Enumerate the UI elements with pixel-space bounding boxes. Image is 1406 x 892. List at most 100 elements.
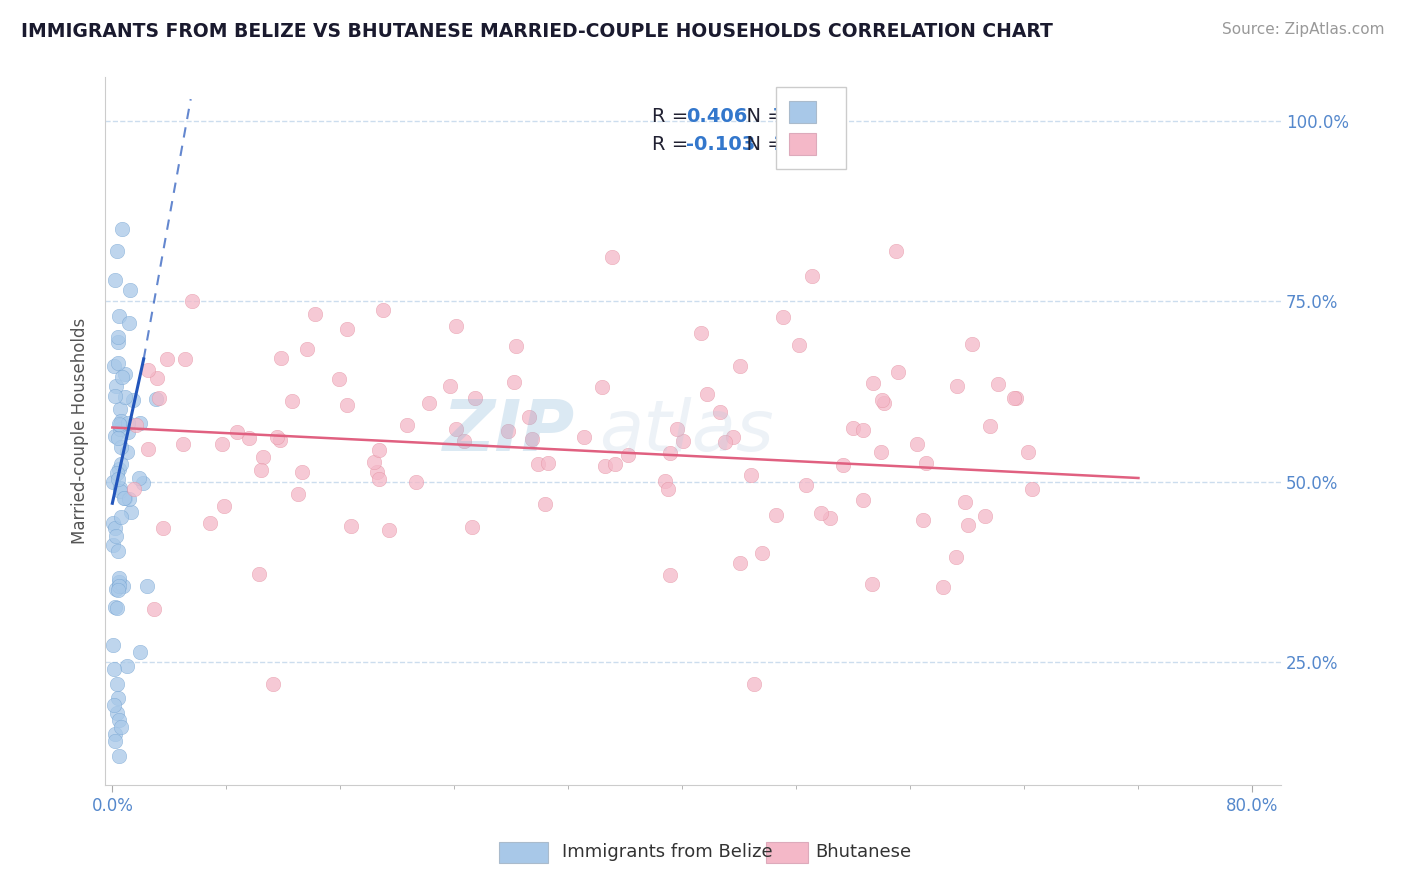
- Point: [517, 409, 540, 424]
- Point: [269, 433, 291, 447]
- Point: [105, 706, 128, 720]
- Point: [945, 550, 967, 565]
- Point: [120, 505, 142, 519]
- Point: [373, 303, 395, 318]
- Text: atlas: atlas: [599, 397, 773, 466]
- Point: [818, 510, 841, 524]
- Point: [728, 556, 751, 570]
- Point: [657, 483, 679, 497]
- Point: [591, 380, 613, 394]
- Point: [103, 475, 125, 489]
- Point: [104, 272, 127, 286]
- Point: [987, 377, 1010, 392]
- Point: [104, 521, 127, 535]
- Point: [107, 355, 129, 369]
- Point: [108, 417, 131, 432]
- Point: [666, 422, 689, 436]
- Legend: , : ,: [776, 87, 845, 169]
- Point: [108, 748, 131, 763]
- Point: [152, 521, 174, 535]
- Point: [114, 491, 136, 505]
- Point: [574, 430, 596, 444]
- Point: [122, 392, 145, 407]
- Point: [689, 326, 711, 340]
- Point: [603, 457, 626, 471]
- Point: [721, 430, 744, 444]
- Point: [173, 352, 195, 367]
- Point: [108, 461, 131, 475]
- Point: [110, 401, 132, 416]
- Point: [252, 450, 274, 464]
- Point: [453, 434, 475, 449]
- Point: [110, 457, 132, 471]
- Point: [225, 425, 247, 439]
- Point: [110, 510, 132, 524]
- Point: [266, 430, 288, 444]
- Text: 70: 70: [773, 107, 800, 126]
- Point: [884, 244, 907, 258]
- Point: [617, 448, 640, 462]
- Point: [1021, 482, 1043, 496]
- Point: [105, 244, 128, 258]
- Point: [108, 309, 131, 323]
- Point: [742, 676, 765, 690]
- Point: [659, 568, 682, 582]
- Point: [654, 474, 676, 488]
- Point: [172, 437, 194, 451]
- Point: [249, 566, 271, 581]
- Point: [505, 339, 527, 353]
- Point: [870, 393, 893, 408]
- Point: [460, 520, 482, 534]
- Point: [104, 734, 127, 748]
- Point: [852, 423, 875, 437]
- Point: [118, 283, 141, 297]
- Point: [291, 466, 314, 480]
- Point: [101, 516, 124, 530]
- Point: [107, 544, 129, 558]
- Point: [270, 351, 292, 366]
- Point: [696, 387, 718, 401]
- Point: [405, 475, 427, 489]
- Point: [110, 481, 132, 495]
- Point: [709, 405, 731, 419]
- Point: [328, 372, 350, 386]
- Point: [111, 370, 134, 384]
- Point: [672, 434, 695, 448]
- Point: [128, 471, 150, 485]
- Point: [496, 424, 519, 438]
- Point: [960, 337, 983, 351]
- Point: [101, 538, 124, 552]
- Point: [502, 376, 524, 390]
- Point: [714, 435, 737, 450]
- Point: [728, 359, 751, 373]
- Point: [180, 294, 202, 309]
- Point: [104, 600, 127, 615]
- Point: [932, 581, 955, 595]
- Point: [366, 465, 388, 479]
- Point: [378, 523, 401, 537]
- Point: [593, 459, 616, 474]
- Point: [104, 428, 127, 442]
- Point: [363, 455, 385, 469]
- Point: [145, 392, 167, 406]
- Point: [238, 431, 260, 445]
- Point: [862, 376, 884, 391]
- Point: [249, 462, 271, 476]
- Point: [156, 351, 179, 366]
- Point: [262, 676, 284, 690]
- Point: [367, 472, 389, 486]
- Text: IMMIGRANTS FROM BELIZE VS BHUTANESE MARRIED-COUPLE HOUSEHOLDS CORRELATION CHART: IMMIGRANTS FROM BELIZE VS BHUTANESE MARR…: [21, 22, 1053, 41]
- Point: [1017, 445, 1039, 459]
- Point: [115, 659, 138, 673]
- Point: [125, 418, 148, 433]
- Point: [287, 487, 309, 501]
- Point: [957, 517, 980, 532]
- Point: [112, 491, 135, 505]
- Point: [107, 691, 129, 706]
- Point: [886, 365, 908, 379]
- Point: [108, 570, 131, 584]
- Point: [905, 437, 928, 451]
- Point: [107, 431, 129, 445]
- Point: [132, 476, 155, 491]
- Point: [103, 662, 125, 676]
